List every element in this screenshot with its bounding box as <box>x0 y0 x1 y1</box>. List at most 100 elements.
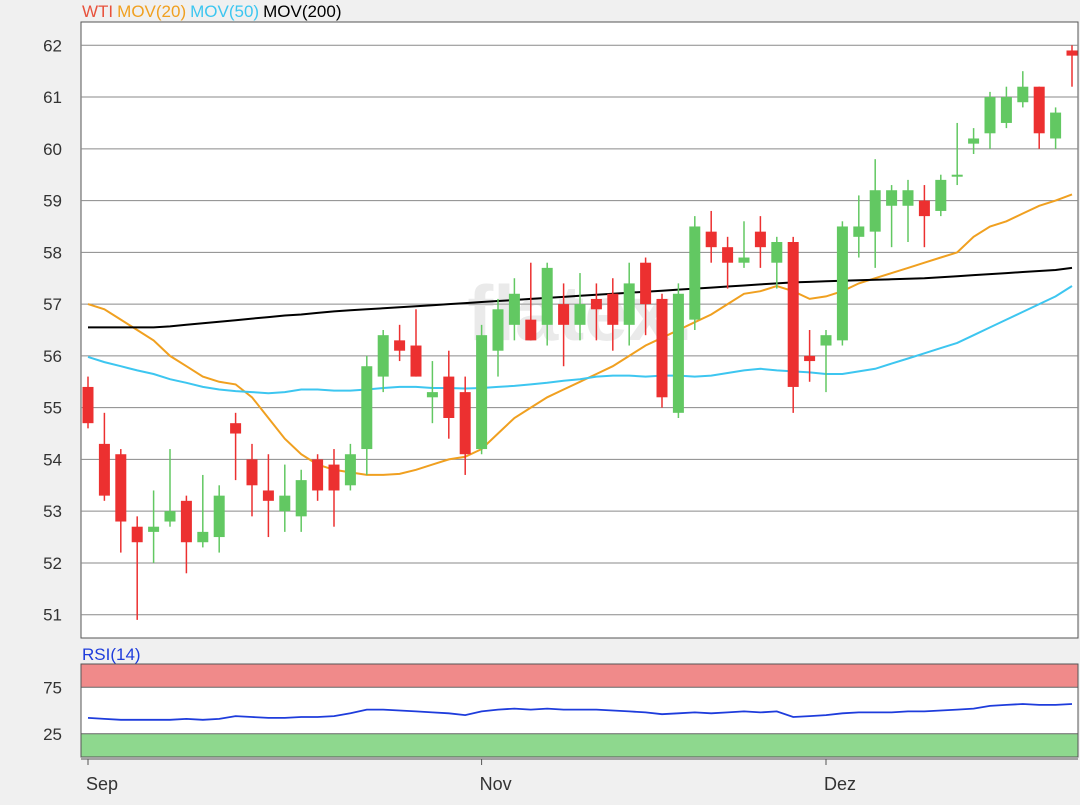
rsi-line <box>87 703 1073 721</box>
price-tick-label: 60 <box>43 140 62 159</box>
candle-body <box>328 464 340 491</box>
candle-body <box>787 242 799 387</box>
mov20-line <box>87 193 1073 476</box>
candle <box>410 309 422 377</box>
candle <box>394 324 406 362</box>
price-tick-label: 57 <box>43 295 62 314</box>
candle-body <box>148 526 160 532</box>
candle-body <box>1033 86 1045 134</box>
candle-body <box>558 304 570 325</box>
candle <box>459 376 471 475</box>
candle-body <box>344 454 356 486</box>
candle-body <box>394 340 406 351</box>
rsi-oversold-band <box>81 733 1078 757</box>
candle-body <box>246 459 258 486</box>
candle-body <box>918 200 930 217</box>
candle <box>246 443 258 517</box>
x-tick-label: Nov <box>480 774 512 794</box>
candle-body <box>115 454 127 522</box>
candle <box>213 485 225 553</box>
candle <box>787 236 799 413</box>
price-tick-label: 56 <box>43 347 62 366</box>
candle <box>705 210 717 263</box>
candle-body <box>262 490 274 501</box>
candle-body <box>1017 86 1029 103</box>
candle <box>541 262 553 346</box>
candle-body <box>689 226 701 320</box>
candle <box>1066 45 1078 87</box>
candle <box>361 355 373 475</box>
candle-body <box>722 247 734 263</box>
candle-body <box>459 392 471 455</box>
rsi-tick-label: 75 <box>43 678 62 697</box>
candle-body <box>738 257 750 263</box>
rsi-overbought-band <box>81 664 1078 688</box>
candle <box>869 159 881 268</box>
candle <box>344 443 356 491</box>
candle <box>886 185 898 248</box>
candle <box>640 257 652 336</box>
legend-entry: WTI <box>82 2 113 21</box>
candle <box>820 330 832 393</box>
candle-body <box>213 495 225 538</box>
candle-body <box>180 500 192 543</box>
mov50-line <box>87 285 1073 395</box>
candle-body <box>230 423 242 434</box>
candle-body <box>361 366 373 450</box>
price-tick-label: 61 <box>43 88 62 107</box>
candle-body <box>705 231 717 248</box>
candle <box>476 324 488 455</box>
candle-body <box>98 443 110 496</box>
candle <box>508 278 520 341</box>
candle-body <box>590 298 602 310</box>
candle-body <box>656 298 668 398</box>
candle <box>836 221 848 346</box>
price-tick-label: 62 <box>43 36 62 55</box>
candle <box>377 330 389 393</box>
candle <box>1017 71 1029 108</box>
candle-body <box>853 226 865 237</box>
x-tick-label: Sep <box>86 774 118 794</box>
candle-body <box>426 392 438 398</box>
price-tick-label: 54 <box>43 450 62 469</box>
x-tick-label: Dez <box>824 774 856 794</box>
candle <box>590 283 602 341</box>
legend-entry: MOV(20) <box>117 2 186 21</box>
candle <box>115 449 127 553</box>
candle-body <box>623 283 635 325</box>
rsi-label: RSI(14) <box>82 645 141 664</box>
candle <box>525 262 537 341</box>
candle <box>935 174 947 217</box>
price-tick-label: 58 <box>43 243 62 262</box>
price-tick-label: 53 <box>43 502 62 521</box>
candle-body <box>771 242 783 263</box>
candle <box>230 412 242 481</box>
candle <box>607 278 619 351</box>
candle <box>984 91 996 149</box>
candle <box>951 122 963 186</box>
candle <box>1050 107 1062 149</box>
candle-body <box>508 293 520 325</box>
candle <box>164 449 176 527</box>
rsi-panel-frame <box>80 663 1079 758</box>
candle-body <box>754 231 766 248</box>
candle <box>558 283 570 367</box>
candle-body <box>476 335 488 450</box>
candle <box>197 474 209 548</box>
candle-body <box>869 190 881 232</box>
candle <box>492 298 504 377</box>
candle-body <box>492 309 504 351</box>
candle <box>754 216 766 268</box>
candle-body <box>1000 97 1012 123</box>
candle-body <box>279 495 291 512</box>
price-tick-label: 55 <box>43 399 62 418</box>
candle-body <box>312 459 324 491</box>
candle-body <box>1050 112 1062 139</box>
candle <box>574 273 586 341</box>
candle <box>312 454 324 501</box>
candle <box>279 464 291 532</box>
candle <box>853 195 865 258</box>
candle <box>771 236 783 289</box>
